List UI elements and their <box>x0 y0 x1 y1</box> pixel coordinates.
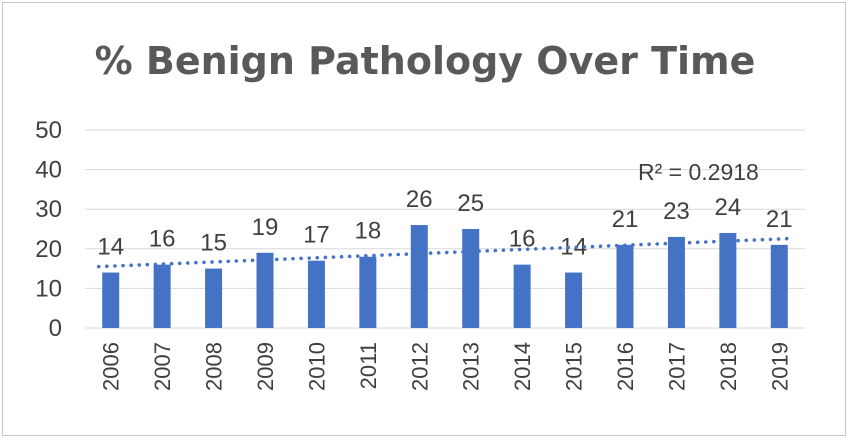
bar-2006 <box>102 272 120 328</box>
data-label: 21 <box>612 206 639 233</box>
data-label: 26 <box>406 186 433 213</box>
y-tick-label: 30 <box>35 196 62 223</box>
data-label: 18 <box>355 218 382 245</box>
bar-2018 <box>719 232 737 328</box>
x-tick-label: 2009 <box>253 342 278 391</box>
x-tick-label: 2006 <box>99 342 124 391</box>
y-tick-label: 10 <box>35 275 62 302</box>
x-tick-label: 2016 <box>613 342 638 391</box>
bars <box>102 225 788 328</box>
y-tick-label: 0 <box>49 315 62 342</box>
bar-2019 <box>770 244 788 328</box>
x-tick-label: 2019 <box>767 342 792 391</box>
bar-2011 <box>359 256 377 328</box>
x-tick-label: 2015 <box>562 342 587 391</box>
data-label: 15 <box>200 230 227 257</box>
chart-title: % Benign Pathology Over Time <box>95 39 756 83</box>
data-labels: 14 16 15 19 17 18 26 25 16 14 21 23 24 21 <box>97 186 792 261</box>
data-label: 14 <box>97 234 124 261</box>
bar-2013 <box>462 229 480 328</box>
x-tick-label: 2014 <box>510 342 535 391</box>
x-tick-label: 2012 <box>407 342 432 391</box>
data-label: 25 <box>457 190 484 217</box>
bar-2014 <box>513 264 531 328</box>
x-tick-label: 2011 <box>356 342 381 389</box>
x-tick-label: 2013 <box>459 342 484 391</box>
x-tick-label: 2008 <box>202 342 227 391</box>
bar-2007 <box>153 264 171 328</box>
bar-2008 <box>205 268 223 328</box>
x-tick-label: 2007 <box>150 342 175 391</box>
y-axis-ticks: 0 10 20 30 40 50 <box>35 117 62 342</box>
y-tick-label: 40 <box>35 157 62 184</box>
data-label: 14 <box>560 234 587 261</box>
data-label: 24 <box>715 194 742 221</box>
bar-2012 <box>410 225 428 328</box>
trendline <box>96 236 794 269</box>
y-tick-label: 50 <box>35 117 62 144</box>
chart-frame <box>2 2 846 436</box>
bar-2015 <box>565 272 583 328</box>
trendline-dotted-line <box>96 236 794 269</box>
data-label: 16 <box>149 226 176 253</box>
x-axis-ticks: 2006 2007 2008 2009 2010 2011 2012 2013 2014 2015… <box>99 342 793 391</box>
data-label: 21 <box>766 206 793 233</box>
data-label: 17 <box>303 222 330 249</box>
data-label: 16 <box>509 226 536 253</box>
x-tick-label: 2010 <box>304 342 329 391</box>
x-tick-label: 2017 <box>664 342 689 391</box>
data-label: 19 <box>252 214 279 241</box>
x-tick-label: 2018 <box>716 342 741 391</box>
bar-2017 <box>667 236 685 328</box>
data-label: 23 <box>663 198 690 225</box>
y-tick-label: 20 <box>35 236 62 263</box>
bar-2010 <box>307 260 325 328</box>
trendline-r-squared-label: R² = 0.2918 <box>638 159 759 185</box>
bar-2009 <box>256 252 274 328</box>
gridlines <box>85 129 805 329</box>
bar-2016 <box>616 244 634 328</box>
